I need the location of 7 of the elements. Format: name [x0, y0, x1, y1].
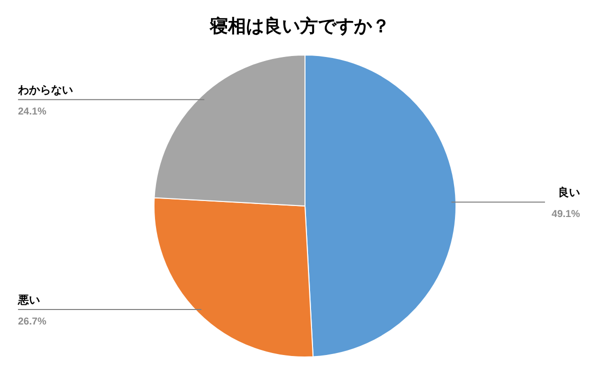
- data-label: 26.7%: [18, 316, 46, 328]
- data-label: 49.1%: [552, 209, 580, 220]
- slice-label: わからない: [17, 84, 73, 97]
- chart-title: 寝相は良い方ですか？: [208, 15, 391, 38]
- data-label: 24.1%: [18, 106, 46, 118]
- slice-label: 良い: [558, 186, 580, 200]
- slice-label: 悪い: [17, 293, 40, 306]
